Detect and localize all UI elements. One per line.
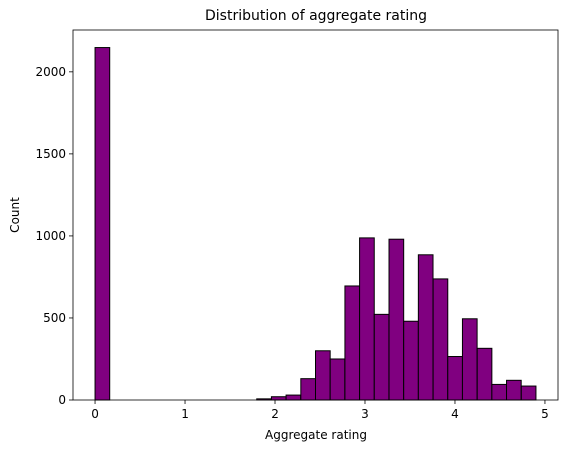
x-axis-label: Aggregate rating <box>265 428 367 442</box>
histogram-bar-26 <box>476 347 493 401</box>
y-tick-label-4: 2000 <box>35 65 66 79</box>
histogram-bar-16 <box>329 358 346 401</box>
histogram-bar-14 <box>300 378 317 401</box>
plot-frame <box>72 29 559 401</box>
chart-title: Distribution of aggregate rating <box>205 8 427 24</box>
histogram-bar-12 <box>270 396 287 401</box>
y-tick-label-3: 1500 <box>35 147 66 161</box>
x-axis: 0 1 2 3 4 5 <box>91 400 549 421</box>
histogram-bars <box>94 47 537 401</box>
y-tick-label-2: 1000 <box>35 229 66 243</box>
histogram-bar-0 <box>94 47 111 401</box>
histogram-bar-13 <box>285 394 302 401</box>
y-axis-label: Count <box>8 197 22 233</box>
histogram-bar-15 <box>315 350 331 401</box>
y-tick-label-1: 500 <box>43 311 66 325</box>
histogram-bar-21 <box>403 320 419 401</box>
y-tick-label-0: 0 <box>58 393 66 407</box>
x-tick-label-3: 3 <box>361 407 369 421</box>
histogram-bar-28 <box>506 379 522 401</box>
x-tick-label-1: 1 <box>181 407 189 421</box>
x-tick-label-4: 4 <box>451 407 459 421</box>
histogram-bar-24 <box>447 356 463 401</box>
x-tick-label-5: 5 <box>541 407 549 421</box>
histogram-bar-22 <box>417 254 434 401</box>
x-tick-label-2: 2 <box>271 407 279 421</box>
histogram-bar-17 <box>344 285 361 401</box>
histogram-bar-19 <box>373 313 390 401</box>
histogram-bar-18 <box>359 237 375 401</box>
histogram-bar-27 <box>491 383 508 401</box>
y-axis: 0 500 1000 1500 2000 <box>35 65 73 407</box>
histogram-bar-20 <box>388 238 405 401</box>
histogram-bar-29 <box>520 385 537 401</box>
histogram-bar-25 <box>461 318 478 401</box>
histogram-bar-23 <box>432 278 449 401</box>
x-tick-label-0: 0 <box>91 407 99 421</box>
